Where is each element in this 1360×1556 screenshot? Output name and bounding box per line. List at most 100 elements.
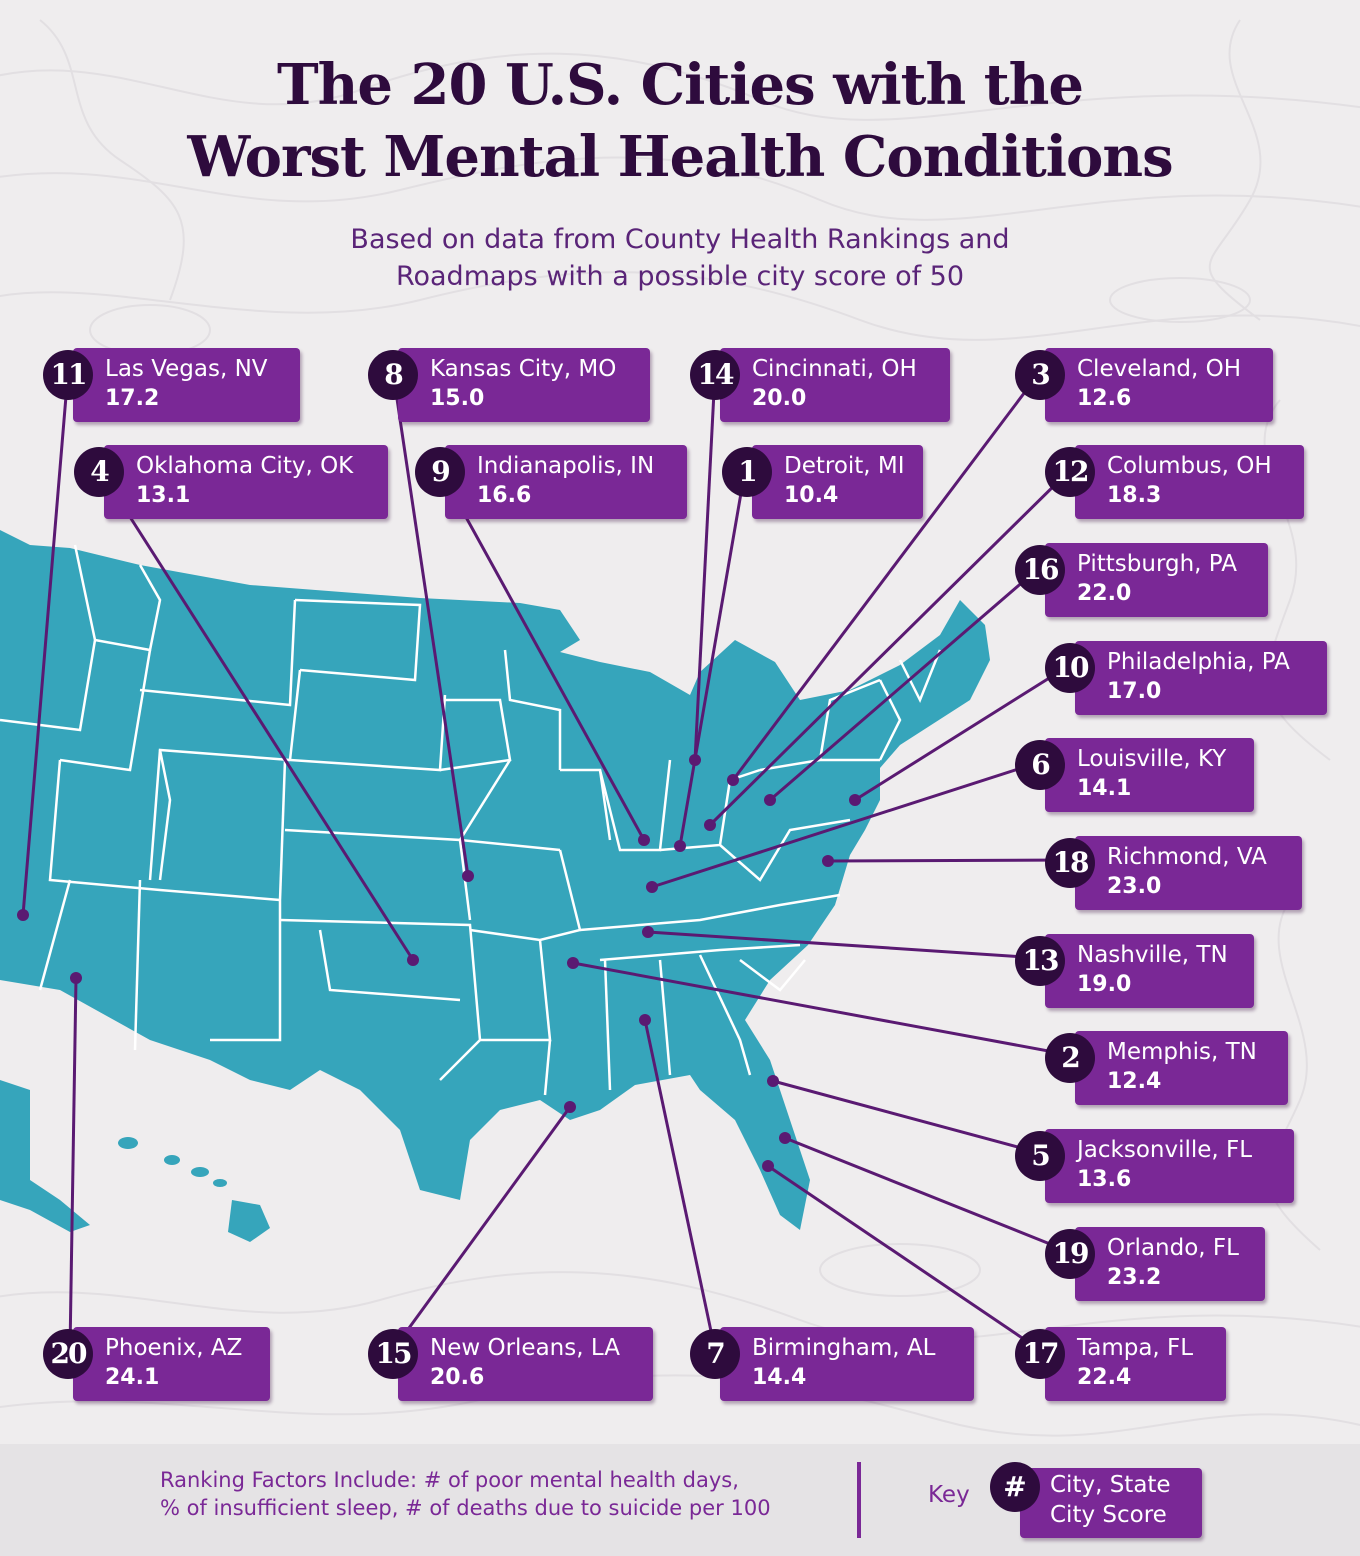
city-name: Philadelphia, PA xyxy=(1107,649,1290,675)
city-name: Detroit, MI xyxy=(784,453,905,479)
city-card-18: 18 Richmond, VA 23.0 xyxy=(1045,836,1302,910)
city-score: 13.6 xyxy=(1077,1167,1132,1192)
city-card-4: 4 Oklahoma City, OK 13.1 xyxy=(74,445,388,519)
city-name: Tampa, FL xyxy=(1077,1335,1194,1361)
city-score: 17.2 xyxy=(105,386,160,411)
rank-badge: 11 xyxy=(43,350,93,400)
rank-badge: 12 xyxy=(1045,447,1095,497)
city-score: 13.1 xyxy=(136,483,191,508)
city-score: 20.0 xyxy=(752,386,807,411)
city-card-12: 12 Columbus, OH 18.3 xyxy=(1045,445,1304,519)
city-score: 22.0 xyxy=(1077,581,1132,606)
city-name: Kansas City, MO xyxy=(430,356,617,382)
rank-badge: 17 xyxy=(1015,1329,1065,1379)
alaska xyxy=(0,1080,90,1232)
city-score: 15.0 xyxy=(430,386,485,411)
city-card-20: 20 Phoenix, AZ 24.1 xyxy=(43,1327,270,1401)
card-box xyxy=(445,445,687,519)
city-card-17: 17 Tampa, FL 22.4 xyxy=(1015,1327,1226,1401)
city-score: 23.0 xyxy=(1107,874,1162,899)
rank-badge: 4 xyxy=(74,447,124,497)
card-box xyxy=(1075,641,1327,715)
key-city-state: City, State xyxy=(1050,1472,1171,1498)
city-name: Birmingham, AL xyxy=(752,1335,936,1361)
key-label: Key xyxy=(928,1482,970,1508)
city-card-15: 15 New Orleans, LA 20.6 xyxy=(368,1327,653,1401)
city-card-14: 14 Cincinnati, OH 20.0 xyxy=(690,348,950,422)
title-line-2: Worst Mental Health Conditions xyxy=(187,124,1173,190)
rank-badge: 13 xyxy=(1015,936,1065,986)
card-box xyxy=(1045,1327,1226,1401)
card-box xyxy=(104,445,388,519)
city-score: 18.3 xyxy=(1107,483,1162,508)
mainland-us xyxy=(0,530,990,1230)
city-score: 22.4 xyxy=(1077,1365,1132,1390)
card-box xyxy=(720,1327,974,1401)
city-card-5: 5 Jacksonville, FL 13.6 xyxy=(1015,1129,1294,1203)
city-score: 10.4 xyxy=(784,483,839,508)
rank-badge: 3 xyxy=(1015,350,1065,400)
ranking-factors-line-1: Ranking Factors Include: # of poor menta… xyxy=(160,1468,739,1492)
rank-badge: 6 xyxy=(1015,740,1065,790)
city-card-19: 19 Orlando, FL 23.2 xyxy=(1045,1227,1265,1301)
city-name: Indianapolis, IN xyxy=(477,453,655,479)
title-line-1: The 20 U.S. Cities with the xyxy=(277,52,1084,118)
city-card-2: 2 Memphis, TN 12.4 xyxy=(1045,1031,1288,1105)
card-box xyxy=(1075,1227,1265,1301)
city-name: Columbus, OH xyxy=(1107,453,1272,479)
rank-badge: 15 xyxy=(368,1329,418,1379)
city-score: 19.0 xyxy=(1077,972,1132,997)
city-score: 14.4 xyxy=(752,1365,807,1390)
city-name: Oklahoma City, OK xyxy=(136,453,354,479)
rank-badge: 9 xyxy=(415,447,465,497)
city-name: Jacksonville, FL xyxy=(1077,1137,1253,1163)
rank-badge: 14 xyxy=(690,350,740,400)
city-score: 23.2 xyxy=(1107,1265,1162,1290)
city-name: New Orleans, LA xyxy=(430,1335,620,1361)
card-box xyxy=(1075,445,1304,519)
city-card-9: 9 Indianapolis, IN 16.6 xyxy=(415,445,687,519)
city-score: 17.0 xyxy=(1107,679,1162,704)
card-box xyxy=(720,348,950,422)
card-box xyxy=(398,348,650,422)
city-name: Cleveland, OH xyxy=(1077,356,1242,382)
card-box xyxy=(752,445,923,519)
leader-lines xyxy=(21,371,1072,1352)
footer-divider xyxy=(857,1462,861,1538)
rank-badge: 2 xyxy=(1045,1033,1095,1083)
card-box xyxy=(1045,738,1254,812)
card-box xyxy=(1075,836,1302,910)
hawaii xyxy=(118,1137,270,1242)
city-card-6: 6 Louisville, KY 14.1 xyxy=(1015,738,1254,812)
city-name: Cincinnati, OH xyxy=(752,356,917,382)
subtitle-line-1: Based on data from County Health Ranking… xyxy=(350,224,1010,255)
card-box xyxy=(1075,1031,1288,1105)
city-name: Pittsburgh, PA xyxy=(1077,551,1237,577)
city-markers xyxy=(17,754,861,1172)
city-name: Phoenix, AZ xyxy=(105,1335,243,1361)
rank-badge: 16 xyxy=(1015,545,1065,595)
rank-badge: 8 xyxy=(368,350,418,400)
card-box xyxy=(73,1327,270,1401)
key-city-score: City Score xyxy=(1050,1502,1167,1528)
rank-badge: 20 xyxy=(43,1329,93,1379)
subtitle-line-2: Roadmaps with a possible city score of 5… xyxy=(395,261,965,292)
card-box xyxy=(1045,543,1268,617)
ranking-factors-line-2: % of insufficient sleep, # of deaths due… xyxy=(160,1496,771,1520)
key-badge: # xyxy=(990,1462,1040,1512)
rank-badge: 5 xyxy=(1015,1131,1065,1181)
card-box xyxy=(1045,934,1254,1008)
city-card-11: 11 Las Vegas, NV 17.2 xyxy=(43,348,300,422)
card-box xyxy=(73,348,300,422)
city-card-8: 8 Kansas City, MO 15.0 xyxy=(368,348,650,422)
city-card-13: 13 Nashville, TN 19.0 xyxy=(1015,934,1254,1008)
city-score: 24.1 xyxy=(105,1365,160,1390)
city-score: 20.6 xyxy=(430,1365,485,1390)
rank-badge: 7 xyxy=(690,1329,740,1379)
city-name: Memphis, TN xyxy=(1107,1039,1257,1065)
key-box xyxy=(1020,1468,1202,1538)
city-card-7: 7 Birmingham, AL 14.4 xyxy=(690,1327,974,1401)
city-card-10: 10 Philadelphia, PA 17.0 xyxy=(1045,641,1327,715)
city-card-3: 3 Cleveland, OH 12.6 xyxy=(1015,348,1273,422)
